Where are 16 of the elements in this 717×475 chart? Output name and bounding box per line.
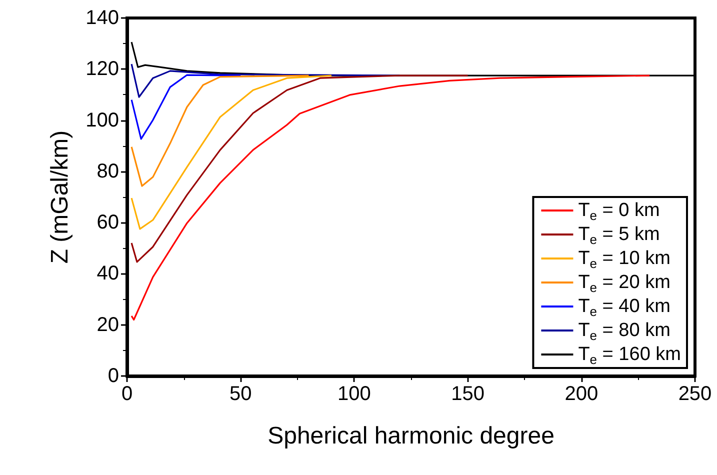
y-tick-label: 140 [86,7,119,29]
y-axis-title: Z (mGal/km) [46,130,74,264]
x-tick-label: 50 [229,383,252,405]
y-tick-label: 80 [96,160,119,182]
y-tick-label: 60 [96,212,119,234]
x-tick-label: 0 [121,383,133,405]
y-tick-label: 120 [86,58,119,80]
y-tick-label: 0 [108,365,119,387]
x-tick-label: 200 [564,383,598,405]
x-tick-label: 250 [678,383,712,405]
y-tick-label: 40 [96,262,119,285]
x-axis-title: Spherical harmonic degree [268,422,554,450]
y-tick-label: 100 [86,109,119,132]
x-tick-label: 150 [451,383,484,405]
y-tick-label: 20 [96,314,119,336]
x-tick-label: 100 [338,383,371,405]
